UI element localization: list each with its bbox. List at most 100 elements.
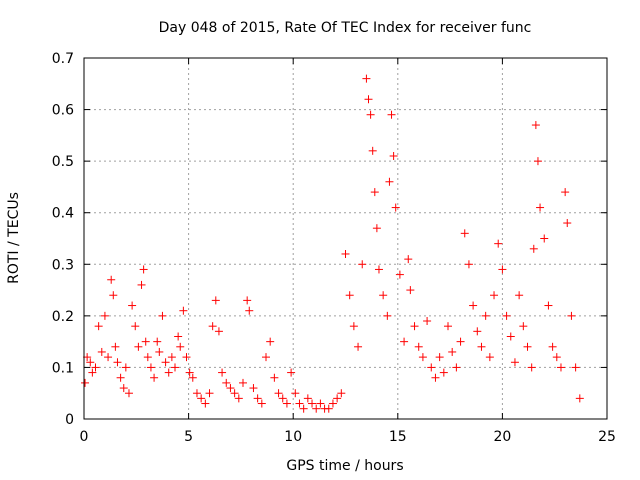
- data-point: [116, 373, 125, 382]
- data-point: [460, 229, 469, 238]
- data-point: [179, 306, 188, 315]
- data-point: [150, 373, 159, 382]
- data-point: [107, 275, 116, 284]
- x-tick-label: 20: [493, 429, 511, 445]
- data-point: [400, 337, 409, 346]
- data-point: [527, 363, 536, 372]
- data-point: [128, 301, 137, 310]
- data-point: [349, 322, 358, 331]
- data-point: [561, 188, 570, 197]
- x-tick-label: 5: [184, 429, 193, 445]
- data-point: [139, 265, 148, 274]
- x-tick-label: 10: [284, 429, 302, 445]
- data-point: [226, 384, 235, 393]
- data-point: [164, 368, 173, 377]
- y-tick-label: 0: [65, 412, 74, 428]
- y-axis-label: ROTI / TECUs: [6, 192, 22, 284]
- plot-frame: [83, 57, 608, 420]
- data-point: [406, 286, 415, 295]
- data-point: [515, 291, 524, 300]
- data-point: [91, 363, 100, 372]
- data-points: [81, 74, 584, 413]
- data-point: [270, 373, 279, 382]
- data-point: [81, 378, 90, 387]
- data-point: [211, 296, 220, 305]
- data-point: [389, 151, 398, 160]
- y-tick-label: 0.2: [52, 309, 74, 325]
- data-point: [469, 301, 478, 310]
- data-point: [97, 347, 106, 356]
- data-point: [182, 353, 191, 362]
- data-point: [506, 332, 515, 341]
- data-point: [197, 394, 206, 403]
- data-point: [368, 146, 377, 155]
- data-point: [295, 399, 304, 408]
- data-point: [418, 353, 427, 362]
- data-point: [230, 389, 239, 398]
- data-point: [88, 368, 97, 377]
- data-point: [529, 244, 538, 253]
- data-point: [439, 368, 448, 377]
- data-point: [552, 353, 561, 362]
- data-point: [274, 389, 283, 398]
- y-tick-label: 0.6: [52, 103, 74, 119]
- data-point: [523, 342, 532, 351]
- data-point: [176, 342, 185, 351]
- data-point: [444, 322, 453, 331]
- data-point: [575, 394, 584, 403]
- data-point: [205, 389, 214, 398]
- data-point: [431, 373, 440, 382]
- data-point: [299, 404, 308, 413]
- data-point: [385, 177, 394, 186]
- data-point: [94, 322, 103, 331]
- y-tick-label: 0.5: [52, 154, 74, 170]
- data-point: [137, 280, 146, 289]
- data-point: [243, 296, 252, 305]
- data-point: [167, 353, 176, 362]
- data-point: [548, 342, 557, 351]
- data-point: [452, 363, 461, 372]
- data-point: [109, 291, 118, 300]
- data-point: [536, 203, 545, 212]
- data-point: [571, 363, 580, 372]
- data-point: [498, 265, 507, 274]
- data-point: [312, 404, 321, 413]
- data-point: [519, 322, 528, 331]
- chart-title: Day 048 of 2015, Rate Of TEC Index for r…: [159, 20, 532, 36]
- data-point: [383, 311, 392, 320]
- data-point: [485, 353, 494, 362]
- data-point: [341, 249, 350, 258]
- data-point: [141, 337, 150, 346]
- data-point: [192, 389, 201, 398]
- data-point: [464, 260, 473, 269]
- data-point: [391, 203, 400, 212]
- data-point: [563, 219, 572, 228]
- data-point: [494, 239, 503, 248]
- data-point: [282, 399, 291, 408]
- data-point: [404, 255, 413, 264]
- data-point: [435, 353, 444, 362]
- x-axis-label: GPS time / hours: [286, 458, 403, 474]
- y-tick-label: 0.7: [52, 51, 74, 67]
- data-point: [185, 368, 194, 377]
- data-point: [257, 399, 266, 408]
- data-point: [143, 353, 152, 362]
- data-point: [155, 347, 164, 356]
- data-point: [395, 270, 404, 279]
- data-point: [531, 121, 540, 130]
- data-point: [245, 306, 254, 315]
- data-point: [328, 399, 337, 408]
- data-point: [131, 322, 140, 331]
- data-point: [370, 188, 379, 197]
- data-point: [456, 337, 465, 346]
- data-point: [253, 394, 262, 403]
- data-point: [362, 74, 371, 83]
- data-point: [134, 342, 143, 351]
- data-point: [324, 404, 333, 413]
- data-point: [556, 363, 565, 372]
- y-tick-label: 0.3: [52, 257, 74, 273]
- data-point: [414, 342, 423, 351]
- data-point: [262, 353, 271, 362]
- data-point: [490, 291, 499, 300]
